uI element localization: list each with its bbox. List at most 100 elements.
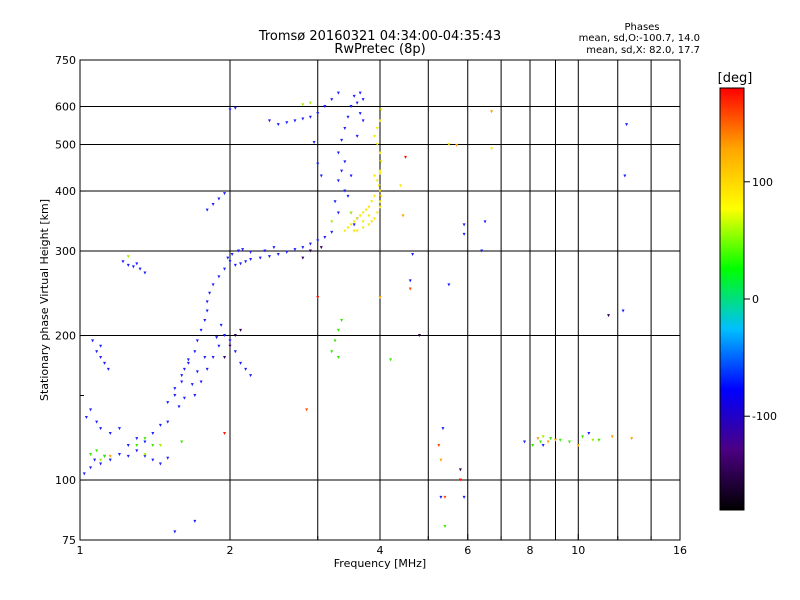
y-tick-label: 300 [55, 245, 76, 258]
data-point [375, 143, 379, 147]
chart-title: Tromsø 20160321 04:34:00-04:35:43 [258, 29, 501, 44]
data-point [346, 194, 350, 198]
data-point [346, 115, 350, 119]
data-point [95, 350, 99, 354]
data-point [373, 217, 377, 221]
data-point [330, 350, 334, 354]
data-point [375, 211, 379, 215]
data-point [361, 98, 365, 102]
data-point [355, 101, 359, 105]
x-tick-label: 8 [527, 544, 534, 557]
data-point [285, 250, 289, 254]
data-point [143, 437, 147, 441]
data-point [361, 119, 365, 123]
data-point [441, 427, 445, 431]
data-point [233, 334, 237, 338]
data-point [316, 112, 320, 116]
colorbar-tick-label: -100 [752, 410, 777, 423]
data-point [190, 383, 194, 387]
data-point [312, 140, 316, 144]
data-point [567, 440, 571, 444]
data-point [276, 123, 280, 127]
data-point [95, 420, 99, 424]
data-point [373, 194, 377, 198]
data-point [126, 255, 130, 259]
data-point [349, 223, 353, 227]
data-point [293, 119, 297, 123]
data-point [541, 435, 545, 439]
data-point [336, 179, 340, 183]
data-point [166, 401, 170, 405]
data-point [182, 396, 186, 400]
data-point [408, 287, 412, 291]
data-point [158, 423, 162, 427]
data-point [99, 427, 103, 431]
data-point [203, 318, 207, 322]
data-point [301, 246, 305, 250]
data-point [343, 189, 347, 193]
data-point [378, 200, 382, 204]
data-point [370, 220, 374, 224]
data-point [244, 367, 248, 371]
data-point [158, 462, 162, 466]
data-point [367, 223, 371, 227]
data-point [308, 115, 312, 119]
data-point [349, 105, 353, 109]
data-point [223, 355, 227, 359]
data-point [135, 437, 139, 441]
data-point [166, 456, 170, 460]
y-tick-label: 750 [55, 54, 76, 67]
data-point [143, 454, 147, 458]
data-point [126, 444, 130, 448]
data-point [117, 427, 121, 431]
data-point [349, 211, 353, 215]
data-point [417, 334, 421, 338]
x-axis-ticks: 1 2 4 6 8 10 16 [77, 534, 687, 557]
data-point [193, 519, 197, 523]
grid-lines [80, 60, 680, 540]
data-point [378, 189, 382, 193]
x-tick-label: 16 [673, 544, 687, 557]
colorbar-tick-label: 100 [752, 176, 773, 189]
data-point [483, 220, 487, 224]
data-point [336, 91, 340, 95]
data-point [131, 265, 135, 269]
y-tick-label: 600 [55, 101, 76, 114]
data-point [89, 408, 93, 412]
data-point [333, 200, 337, 204]
data-point [621, 309, 625, 313]
data-point [308, 242, 312, 246]
data-point [447, 143, 451, 147]
data-point [135, 449, 139, 453]
data-point [89, 466, 93, 470]
data-point [228, 339, 232, 343]
y-axis-ticks: 75 100 200 300 400 500 600 750 [55, 54, 86, 547]
data-point [205, 300, 209, 304]
data-point [135, 262, 139, 266]
data-point [379, 160, 383, 164]
data-point [211, 283, 215, 287]
data-point [186, 358, 190, 362]
colorbar-label: [deg] [718, 71, 753, 86]
data-point [223, 334, 227, 338]
data-point [276, 253, 280, 257]
data-point [117, 453, 121, 457]
data-point [623, 174, 627, 178]
data-point [490, 147, 494, 151]
data-point [228, 344, 232, 348]
data-point [490, 110, 494, 114]
data-point [323, 105, 327, 109]
data-point [349, 174, 353, 178]
y-tick-label: 400 [55, 185, 76, 198]
data-point [375, 126, 379, 130]
data-point [223, 432, 227, 436]
data-point [536, 437, 540, 441]
data-point [462, 223, 466, 227]
data-point [89, 453, 93, 457]
data-point [205, 309, 209, 313]
data-point [408, 279, 412, 283]
data-point [195, 370, 199, 374]
data-point [108, 458, 112, 462]
data-point [195, 339, 199, 343]
y-tick-label: 500 [55, 139, 76, 152]
